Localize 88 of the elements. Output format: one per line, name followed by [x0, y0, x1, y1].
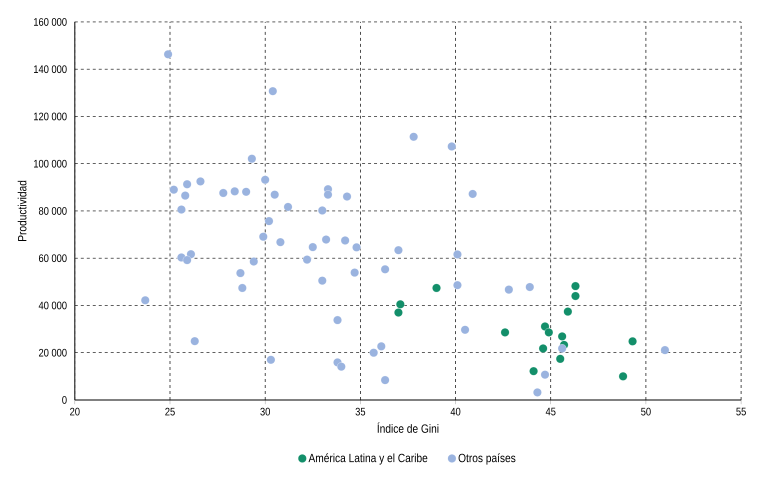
point [460, 326, 470, 334]
point [409, 132, 418, 142]
y-axis-title: Productividad [18, 180, 26, 242]
legend-label: América Latina y el Caribe [308, 453, 428, 465]
y-tick-label: 0 [62, 396, 67, 404]
y-tick-label: 20 000 [38, 348, 67, 357]
x-tick-label: 50 [641, 408, 651, 416]
point [544, 328, 554, 337]
y-tick-label: 40 000 [38, 302, 67, 310]
point [308, 242, 318, 252]
point [468, 190, 478, 198]
point [242, 188, 250, 196]
point [380, 265, 390, 274]
point [564, 307, 572, 316]
x-tick-label: 40 [450, 408, 460, 416]
point [268, 86, 278, 96]
point [558, 344, 566, 353]
point [318, 276, 327, 286]
point [218, 188, 228, 198]
x-tick-label: 35 [356, 408, 366, 416]
point [571, 292, 580, 300]
point [182, 180, 192, 189]
point [180, 191, 190, 200]
point [538, 344, 548, 353]
point [322, 235, 330, 244]
point [618, 372, 628, 381]
point [660, 346, 670, 355]
x-tick-label: 20 [70, 408, 80, 416]
point [302, 255, 312, 264]
y-tick-label: 120 000 [34, 112, 67, 120]
x-tick-label: 55 [736, 408, 746, 416]
y-tick-label: 140 000 [34, 65, 67, 74]
point [140, 296, 150, 305]
point [270, 190, 280, 200]
point [230, 187, 240, 196]
x-tick-label: 30 [260, 408, 270, 416]
point [525, 282, 534, 292]
point [350, 268, 359, 278]
y-tick-label: 100 000 [34, 160, 67, 168]
point [394, 246, 403, 255]
legend-label: Otros países [458, 453, 516, 465]
point [266, 356, 276, 364]
point [628, 337, 637, 346]
point [169, 185, 178, 194]
point [533, 388, 542, 397]
point [342, 192, 352, 201]
point [571, 282, 580, 291]
point [182, 256, 192, 265]
point [376, 342, 386, 351]
point [540, 370, 550, 380]
point [249, 257, 258, 266]
point [190, 336, 200, 346]
point [264, 216, 274, 226]
point [432, 284, 441, 292]
point [318, 206, 327, 215]
point [504, 285, 514, 294]
point [369, 348, 378, 358]
point [447, 142, 456, 151]
y-tick-label: 160 000 [34, 18, 67, 26]
point [453, 280, 462, 290]
point [396, 300, 405, 309]
x-tick-label: 25 [165, 408, 175, 416]
point [380, 376, 390, 385]
point [333, 316, 342, 325]
point [196, 177, 205, 186]
point [276, 238, 285, 247]
point [340, 236, 350, 245]
point [556, 354, 565, 364]
point [177, 205, 186, 214]
point [558, 332, 566, 341]
point [394, 308, 403, 318]
x-axis-title: Índice de Gini [378, 422, 438, 433]
y-tick-label: 60 000 [38, 254, 67, 262]
point [324, 190, 332, 200]
point [453, 250, 462, 259]
point [258, 232, 268, 242]
point [260, 176, 270, 184]
point [164, 50, 172, 59]
point [238, 284, 247, 292]
x-tick-label: 45 [546, 408, 556, 416]
point [248, 154, 256, 164]
point [236, 268, 245, 278]
y-tick-label: 80 000 [38, 207, 67, 215]
point [500, 328, 510, 337]
point [529, 366, 538, 376]
point [284, 202, 292, 212]
point [336, 362, 346, 372]
point [352, 243, 361, 252]
